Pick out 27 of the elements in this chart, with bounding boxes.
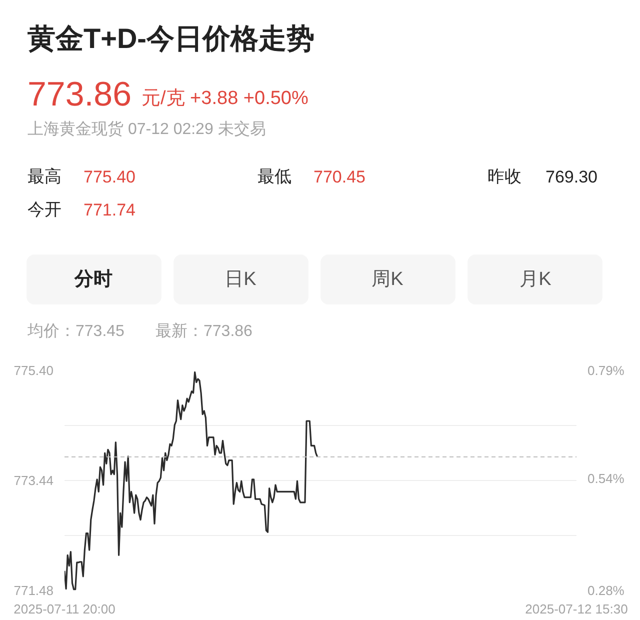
- text: 773.86: [28, 76, 132, 114]
- text: 均价：773.45: [26, 323, 125, 340]
- text: 最新：773.86: [156, 322, 253, 340]
- text: 770.45: [314, 168, 366, 186]
- x-tick-label: 2025-07-12 15:30: [525, 602, 628, 616]
- x-tick-label: 2025-07-11 20:00: [14, 602, 116, 616]
- y2-tick-label: 0.54%: [588, 470, 625, 486]
- y2-tick-label: 0.79%: [588, 363, 625, 378]
- text: 分时: [74, 268, 112, 290]
- line-series: [64, 371, 318, 590]
- text: 最高: [28, 167, 62, 186]
- text: 775.40: [84, 168, 136, 186]
- text: 今开: [28, 200, 62, 219]
- y-tick-label: 773.44: [14, 473, 54, 488]
- chart-subtitle: 上海黄金现货 07-12 02:29 未交易: [28, 120, 266, 138]
- text: 日K: [224, 269, 257, 290]
- text: 昨收: [488, 167, 522, 186]
- chart-title: 黄金T+D-今日价格走势: [26, 23, 314, 54]
- y-tick-label: 775.40: [14, 363, 54, 378]
- text: 最低: [258, 167, 292, 186]
- text: 月K: [520, 269, 552, 290]
- y-tick-label: 771.48: [14, 583, 54, 598]
- text: 771.74: [84, 200, 136, 220]
- y2-tick-label: 0.28%: [588, 583, 625, 598]
- text: 元/克 +3.88 +0.50%: [142, 88, 308, 109]
- text: 769.30: [546, 168, 598, 186]
- text: 周K: [372, 269, 404, 290]
